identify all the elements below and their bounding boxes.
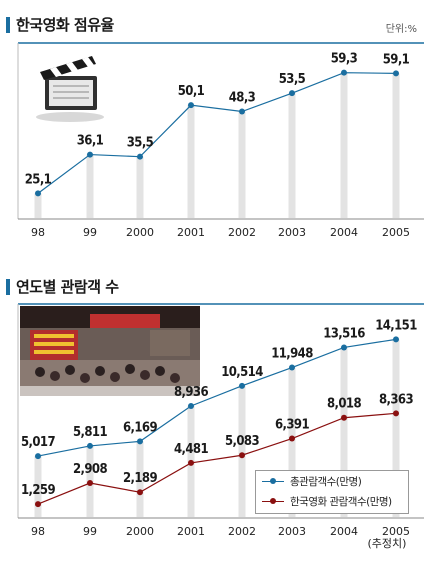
share-data-label: 50,1 [178,84,205,99]
korean-audience-line [37,412,397,505]
audience-x-tick-label: 99 [83,525,97,538]
share-data-point [341,69,347,76]
legend-label-korean: 한국영화 관람객수(만명) [290,495,392,508]
korean-audience-point [137,489,143,496]
share-series-line [37,72,397,194]
share-data-point [87,151,93,158]
audience-drop-bar [34,456,42,517]
audience-x-tick-label: 2001 [177,525,205,538]
total-audience-point [239,382,245,389]
clapperboard-icon [36,56,104,122]
estimate-footnote: (추정치) [368,537,407,550]
audience-drop-bar [340,347,348,517]
share-data-label: 35,5 [127,136,154,151]
unit-label: 단위:% [385,24,417,35]
theater-crowd-photo [20,306,200,396]
total-audience-point [87,442,93,449]
total-audience-point [137,438,143,445]
korean-audience-label: 8,018 [327,397,361,412]
share-data-label: 53,5 [279,72,306,87]
korean-audience-label: 1,259 [21,483,55,498]
share-x-tick-label: 2001 [177,226,205,239]
share-chart-title: 한국영화 점유율 [6,14,114,35]
audience-title-text: 연도별 관람객 수 [16,278,119,296]
share-data-label: 36,1 [77,134,104,149]
total-audience-label: 13,516 [323,326,365,341]
share-data-label: 25,1 [25,172,52,187]
audience-x-tick-label: 98 [31,525,45,538]
share-x-tick-label: 99 [83,226,97,239]
total-audience-label: 10,514 [221,365,263,380]
share-x-tick-label: 98 [31,226,45,239]
title-accent-bar [6,278,10,295]
audience-x-tick-label: 2002 [228,525,256,538]
share-x-tick-label: 2000 [126,226,154,239]
total-audience-label: 14,151 [375,318,417,333]
share-data-point [35,190,41,197]
total-audience-point [35,453,41,460]
korean-audience-point [289,435,295,442]
legend-label-total: 총관람객수(만명) [290,475,362,488]
share-drop-bar [34,193,42,218]
total-audience-label: 6,169 [123,420,157,435]
share-drop-bar [340,72,348,219]
korean-audience-label: 4,481 [174,442,208,457]
total-audience-label: 8,936 [174,385,208,400]
share-drop-bar [392,73,400,218]
audience-x-tick-label: 2003 [278,525,306,538]
legend-swatch-total [262,477,284,485]
audience-x-tick-label: 2005 [382,525,410,538]
share-data-label: 59,3 [331,52,358,67]
audience-drop-bar [392,339,400,517]
audience-chart-title: 연도별 관람객 수 [6,276,119,297]
total-audience-label: 5,811 [73,425,107,440]
audience-drop-bar [238,385,246,517]
share-data-point [289,90,295,97]
audience-drop-bar [288,367,296,517]
share-data-label: 59,1 [383,52,410,67]
total-audience-point [341,344,347,351]
share-data-point [239,108,245,115]
title-accent-bar [6,16,10,33]
share-x-tick-label: 2005 [382,226,410,239]
share-data-point [188,102,194,109]
korean-audience-label: 2,189 [123,471,157,486]
share-drop-bar [288,93,296,218]
korean-audience-point [239,452,245,459]
share-drop-bar [136,156,144,218]
share-data-point [393,70,399,77]
share-data-point [137,153,143,160]
korean-audience-point [35,501,41,508]
total-audience-label: 11,948 [271,347,313,362]
total-audience-label: 5,017 [21,435,55,450]
share-data-label: 48,3 [229,91,256,106]
korean-audience-point [87,480,93,487]
share-x-tick-label: 2004 [330,226,358,239]
korean-audience-point [188,459,194,466]
share-x-tick-label: 2002 [228,226,256,239]
total-audience-point [188,402,194,409]
korean-audience-label: 5,083 [225,434,259,449]
legend-swatch-korean [262,497,284,505]
legend-item-total: 총관람객수(만명) [256,471,408,491]
share-title-text: 한국영화 점유율 [16,16,114,34]
total-audience-point [393,336,399,343]
korean-audience-label: 8,363 [379,392,413,407]
korean-audience-point [393,410,399,417]
audience-legend: 총관람객수(만명) 한국영화 관람객수(만명) [255,470,409,514]
total-audience-point [289,364,295,371]
audience-drop-bar [136,441,144,517]
legend-item-korean: 한국영화 관람객수(만명) [256,491,408,511]
share-drop-bar [187,105,195,218]
korean-audience-point [341,414,347,421]
audience-x-tick-label: 2004 [330,525,358,538]
total-audience-line [37,338,397,457]
korean-audience-label: 6,391 [275,418,309,433]
korean-audience-label: 2,908 [73,462,107,477]
audience-x-tick-label: 2000 [126,525,154,538]
share-x-tick-label: 2003 [278,226,306,239]
share-drop-bar [238,111,246,218]
share-drop-bar [86,154,94,218]
